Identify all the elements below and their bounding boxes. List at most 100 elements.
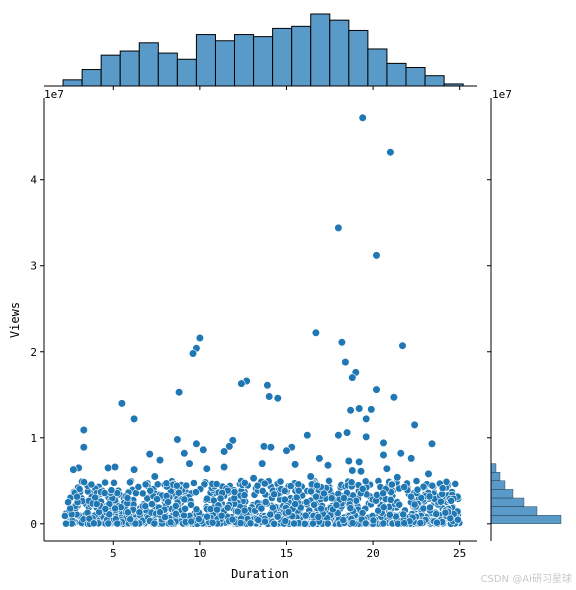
scatter-point <box>134 482 143 491</box>
scatter-point <box>146 486 155 495</box>
scatter-point <box>257 504 266 513</box>
x-hist-bar <box>119 50 140 87</box>
scatter-point <box>240 491 249 500</box>
scatter-point <box>150 519 159 528</box>
scatter-point <box>192 505 201 514</box>
y-tick-label: 0 <box>30 518 37 531</box>
scatter-point <box>432 510 441 518</box>
scatter-point <box>425 492 434 501</box>
scatter-point <box>361 519 370 528</box>
scatter-points-bulk <box>61 476 464 528</box>
scatter-point <box>355 404 364 413</box>
axis-ticks: 5 10 15 20 25 0 1 2 3 4 <box>30 86 491 560</box>
x-hist-bar <box>176 58 197 87</box>
scatter-point <box>117 399 126 408</box>
x-hist-bar <box>62 79 83 87</box>
scatter-point <box>410 500 419 509</box>
scatter-point <box>174 488 183 497</box>
scatter-point <box>166 518 175 527</box>
scatter-point <box>347 478 356 487</box>
y-hist-bar <box>490 489 514 499</box>
scatter-point <box>258 486 267 495</box>
scatter-point <box>292 493 301 502</box>
scatter-point <box>62 519 70 528</box>
scatter-point <box>246 519 255 528</box>
scatter-point <box>319 489 328 498</box>
scatter-point <box>171 501 180 510</box>
scatter-point <box>286 482 295 490</box>
scatter-point <box>273 512 282 521</box>
y-marginal-histogram <box>490 463 562 524</box>
scatter-point <box>301 511 310 520</box>
y-offset-label: 1e7 <box>44 88 64 101</box>
scatter-point <box>361 477 370 486</box>
scatter-point <box>192 439 201 448</box>
scatter-point <box>237 379 246 388</box>
scatter-point <box>141 480 150 489</box>
scatter-point <box>160 513 169 522</box>
scatter-point <box>101 504 110 513</box>
scatter-point <box>141 502 150 511</box>
scatter-point <box>309 519 317 528</box>
scatter-point <box>358 113 367 122</box>
scatter-point <box>369 516 378 525</box>
scatter-point <box>104 519 113 528</box>
scatter-point <box>311 328 321 337</box>
scatter-point <box>346 504 355 513</box>
scatter-point <box>334 431 343 440</box>
scatter-point <box>294 486 303 495</box>
scatter-point <box>228 436 237 445</box>
watermark: CSDN @AI研习星球 <box>481 572 572 585</box>
scatter-point <box>185 459 194 468</box>
scatter-point <box>180 495 189 504</box>
scatter-point <box>348 466 357 475</box>
scatter-point <box>379 519 388 528</box>
scatter-point <box>310 500 318 509</box>
scatter-point <box>438 484 447 493</box>
scatter-point <box>73 492 81 501</box>
scatter-point <box>230 487 239 496</box>
scatter-point <box>325 476 333 485</box>
y-hist-bar <box>490 480 506 490</box>
scatter-point <box>453 515 462 524</box>
scatter-point <box>290 519 298 528</box>
scatter-point <box>399 510 408 519</box>
scatter-point <box>260 479 269 488</box>
scatter-point <box>261 498 270 506</box>
scatter-point <box>270 519 279 528</box>
x-tick-label: 10 <box>193 547 206 560</box>
scatter-point <box>358 484 367 493</box>
x-tick-label: 15 <box>280 547 293 560</box>
scatter-point <box>395 500 404 509</box>
scatter-point <box>266 510 275 519</box>
scatter-point <box>379 503 388 512</box>
scatter-point <box>416 519 425 527</box>
scatter-points-outliers <box>69 113 437 483</box>
scatter-point <box>195 333 204 343</box>
scatter-point <box>343 428 352 437</box>
scatter-point <box>182 481 191 490</box>
scatter-point <box>69 465 78 474</box>
scatter-point <box>396 449 405 458</box>
scatter-point <box>389 393 399 402</box>
y-tick-label: 3 <box>30 260 37 273</box>
scatter-point <box>194 515 203 524</box>
scatter-point <box>254 516 263 524</box>
y-hist-bar <box>490 472 501 481</box>
x-hist-bar <box>291 25 312 87</box>
scatter-point <box>89 519 98 528</box>
scatter-point <box>150 472 159 481</box>
x-tick-label: 20 <box>366 547 379 560</box>
scatter-point <box>236 519 245 527</box>
scatter-point <box>379 489 387 498</box>
axes-frames <box>43 98 492 542</box>
scatter-point <box>105 510 114 519</box>
x-hist-bar <box>214 40 236 87</box>
y-tick-label: 2 <box>30 346 37 359</box>
scatter-point <box>203 494 211 503</box>
scatter-point <box>228 515 237 524</box>
scatter-point <box>337 338 347 347</box>
scatter-point <box>175 388 184 397</box>
scatter-point <box>387 480 396 489</box>
